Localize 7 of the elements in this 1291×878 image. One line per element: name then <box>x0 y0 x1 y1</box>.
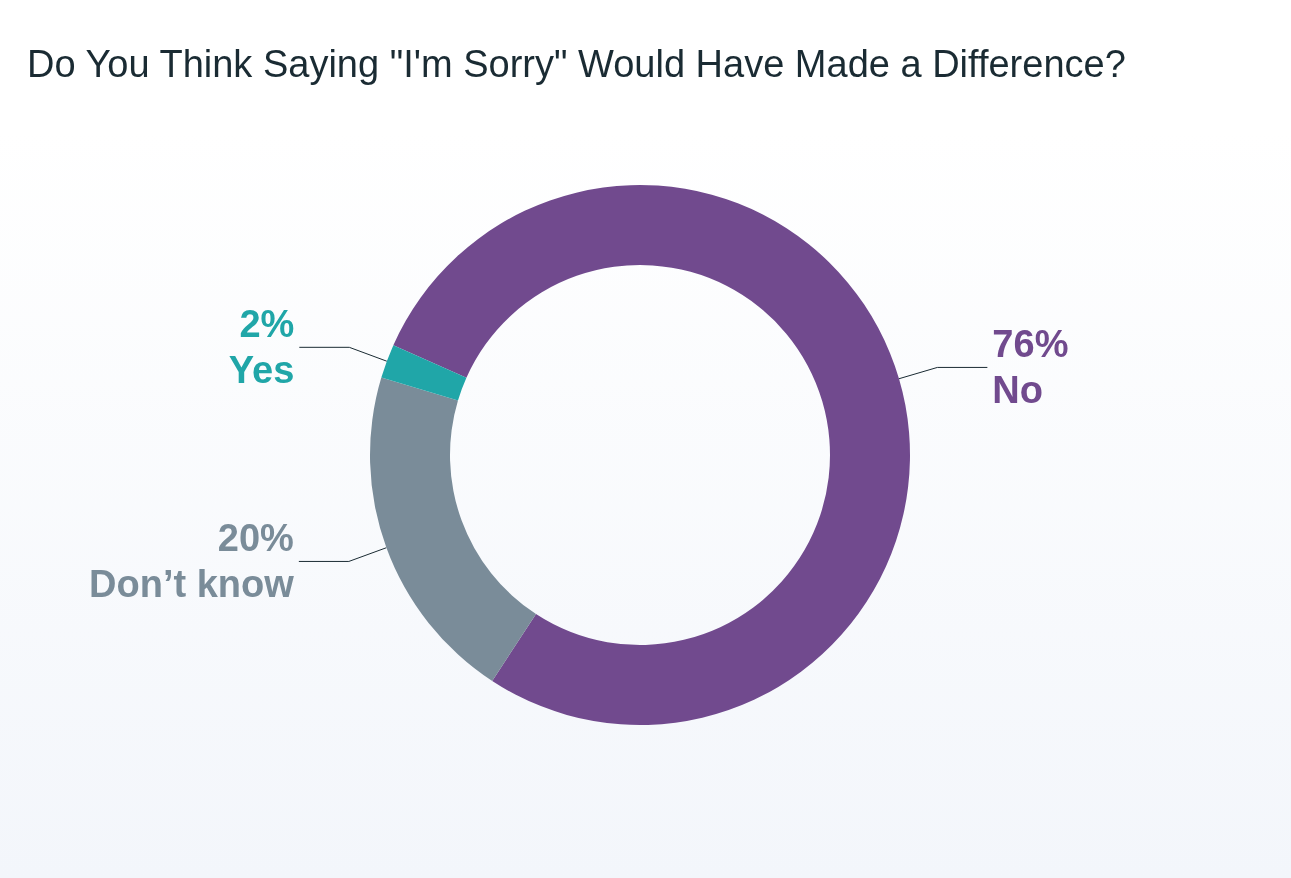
chart-title: Do You Think Saying "I'm Sorry" Would Have Made a Difference? <box>27 43 1126 85</box>
data-label: 76% <box>992 323 1069 366</box>
slice-label: Don’t know <box>89 563 295 606</box>
slice-label: No <box>992 369 1044 412</box>
data-label: 2% <box>239 303 295 346</box>
data-label: 20% <box>217 517 294 560</box>
slice-label: Yes <box>228 349 295 392</box>
